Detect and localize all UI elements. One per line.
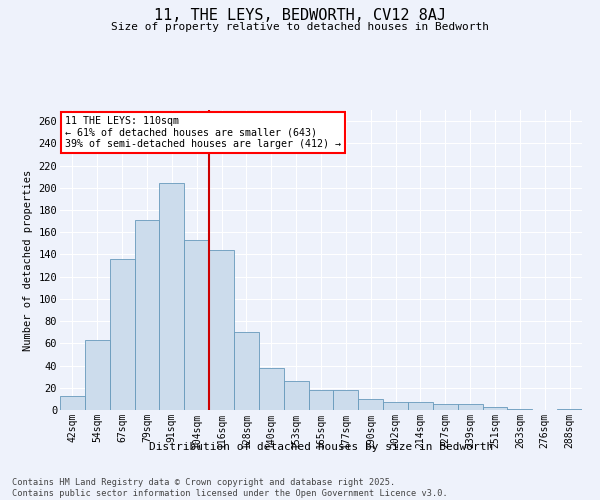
Bar <box>209 250 234 410</box>
Text: Size of property relative to detached houses in Bedworth: Size of property relative to detached ho… <box>111 22 489 32</box>
Text: 11, THE LEYS, BEDWORTH, CV12 8AJ: 11, THE LEYS, BEDWORTH, CV12 8AJ <box>154 8 446 22</box>
Bar <box>408 402 433 410</box>
Bar <box>358 399 383 410</box>
Bar <box>308 390 334 410</box>
Bar <box>334 390 358 410</box>
Bar <box>184 240 209 410</box>
Bar <box>458 404 482 410</box>
Bar <box>60 396 85 410</box>
Bar <box>134 220 160 410</box>
Bar <box>234 332 259 410</box>
Bar <box>284 381 308 410</box>
Text: 11 THE LEYS: 110sqm
← 61% of detached houses are smaller (643)
39% of semi-detac: 11 THE LEYS: 110sqm ← 61% of detached ho… <box>65 116 341 149</box>
Bar <box>383 402 408 410</box>
Bar <box>160 184 184 410</box>
Bar <box>85 340 110 410</box>
Text: Distribution of detached houses by size in Bedworth: Distribution of detached houses by size … <box>149 442 493 452</box>
Bar <box>433 404 458 410</box>
Bar <box>110 259 134 410</box>
Bar <box>557 409 582 410</box>
Text: Contains HM Land Registry data © Crown copyright and database right 2025.
Contai: Contains HM Land Registry data © Crown c… <box>12 478 448 498</box>
Bar <box>508 409 532 410</box>
Y-axis label: Number of detached properties: Number of detached properties <box>23 170 33 350</box>
Bar <box>482 406 508 410</box>
Bar <box>259 368 284 410</box>
